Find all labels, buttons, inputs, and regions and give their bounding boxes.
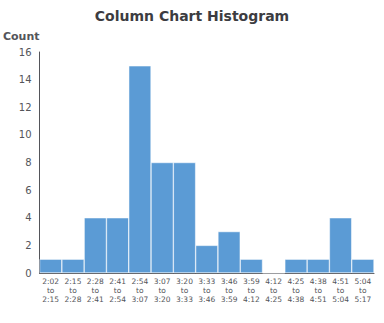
svg-text:to: to	[47, 286, 55, 295]
svg-text:3:46: 3:46	[221, 277, 238, 286]
svg-text:Count: Count	[3, 30, 40, 43]
svg-text:to: to	[158, 286, 166, 295]
svg-text:8: 8	[25, 157, 31, 168]
svg-text:to: to	[92, 286, 100, 295]
svg-text:to: to	[248, 286, 256, 295]
svg-text:2:54: 2:54	[109, 295, 126, 304]
svg-text:4:38: 4:38	[310, 277, 327, 286]
svg-text:2:41: 2:41	[109, 277, 126, 286]
svg-text:4:38: 4:38	[288, 295, 305, 304]
svg-text:2:15: 2:15	[65, 277, 82, 286]
svg-text:to: to	[69, 286, 77, 295]
svg-text:10: 10	[19, 129, 32, 140]
svg-text:0: 0	[25, 268, 31, 279]
svg-text:3:33: 3:33	[198, 277, 215, 286]
svg-text:3:07: 3:07	[154, 277, 171, 286]
svg-text:to: to	[225, 286, 233, 295]
svg-text:6: 6	[25, 185, 31, 196]
svg-text:Column Chart Histogram: Column Chart Histogram	[95, 8, 289, 24]
svg-text:4: 4	[25, 212, 31, 223]
svg-text:5:04: 5:04	[332, 295, 349, 304]
svg-text:to: to	[314, 286, 322, 295]
svg-text:to: to	[359, 286, 367, 295]
svg-text:2:28: 2:28	[65, 295, 82, 304]
svg-text:14: 14	[19, 74, 32, 85]
svg-text:2:15: 2:15	[42, 295, 59, 304]
svg-text:3:20: 3:20	[154, 295, 171, 304]
svg-text:3:20: 3:20	[176, 277, 193, 286]
svg-text:to: to	[181, 286, 189, 295]
svg-text:12: 12	[19, 102, 32, 113]
svg-text:3:07: 3:07	[131, 295, 148, 304]
svg-text:5:17: 5:17	[354, 295, 371, 304]
svg-text:to: to	[203, 286, 211, 295]
svg-text:4:25: 4:25	[265, 295, 282, 304]
svg-text:4:51: 4:51	[310, 295, 327, 304]
svg-text:to: to	[136, 286, 144, 295]
svg-text:to: to	[114, 286, 122, 295]
svg-text:to: to	[292, 286, 300, 295]
svg-text:to: to	[337, 286, 345, 295]
svg-text:4:25: 4:25	[288, 277, 305, 286]
svg-text:2: 2	[25, 240, 31, 251]
svg-text:2:02: 2:02	[42, 277, 59, 286]
svg-text:2:28: 2:28	[87, 277, 104, 286]
svg-text:5:04: 5:04	[354, 277, 371, 286]
svg-text:3:59: 3:59	[221, 295, 238, 304]
svg-text:4:12: 4:12	[243, 295, 260, 304]
svg-text:3:33: 3:33	[176, 295, 193, 304]
svg-text:2:41: 2:41	[87, 295, 104, 304]
svg-text:3:46: 3:46	[198, 295, 215, 304]
svg-text:2:54: 2:54	[131, 277, 148, 286]
svg-text:4:12: 4:12	[265, 277, 282, 286]
svg-text:3:59: 3:59	[243, 277, 260, 286]
svg-text:to: to	[270, 286, 278, 295]
svg-text:16: 16	[19, 47, 32, 58]
svg-text:4:51: 4:51	[332, 277, 349, 286]
